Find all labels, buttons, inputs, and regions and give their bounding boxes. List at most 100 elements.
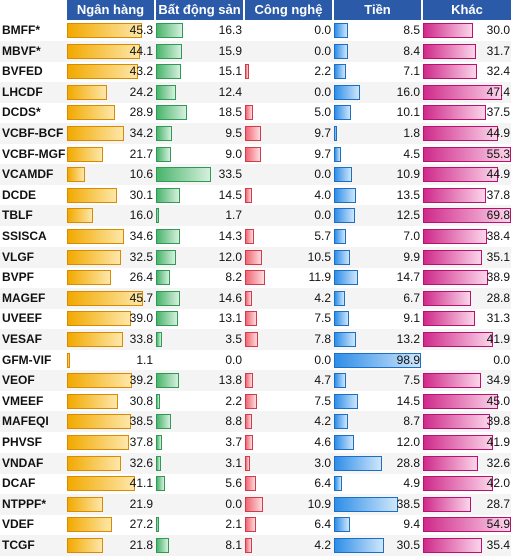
- value-cell: 8.7: [334, 411, 421, 432]
- value-cell: 7.1: [334, 61, 421, 82]
- value-cell: 32.5: [67, 247, 154, 268]
- bar-value-label: 16.0: [396, 84, 420, 99]
- fund-name: GFM-VIF: [2, 352, 52, 367]
- value-cell: 13.8: [156, 370, 243, 391]
- bar-value-label: 9.5: [225, 126, 242, 140]
- value-cell: 45.3: [67, 20, 154, 41]
- bar-value-label: 41.9: [486, 332, 510, 346]
- value-cell: 39.0: [67, 308, 154, 329]
- bar-value-label: 10.1: [396, 105, 420, 120]
- table-row: SSISCA 34.6 14.3 5.7 7.0 38.4: [0, 226, 511, 247]
- bar: [67, 517, 112, 533]
- value-cell: 7.5: [245, 308, 332, 329]
- bar: [334, 270, 359, 286]
- bar: [156, 476, 166, 492]
- bar: [67, 476, 135, 492]
- bar-value-label: 7.5: [403, 373, 420, 388]
- bar: [156, 517, 160, 533]
- bar-value-label: 44.1: [129, 43, 153, 58]
- bar: [423, 538, 483, 553]
- bar-value-label: 28.8: [396, 455, 420, 470]
- bar-value-label: 13.2: [396, 332, 420, 346]
- bar: [423, 290, 472, 306]
- fund-name: UVEEF: [2, 311, 43, 326]
- bar-value-label: 21.9: [129, 496, 153, 511]
- table-row: TCGF 21.8 8.1 4.2 30.5 35.4: [0, 535, 511, 556]
- fund-name: BVFED: [2, 64, 43, 79]
- bar-value-label: 35.4: [486, 538, 510, 552]
- value-cell: 2.1: [156, 514, 243, 535]
- table-row: BVPF 26.4 8.2 11.9 14.7 38.9: [0, 267, 511, 288]
- value-cell: 38.5: [334, 494, 421, 515]
- value-cell: 38.9: [423, 267, 511, 288]
- bar-value-label: 37.8: [486, 187, 510, 202]
- bar-value-label: 4.2: [314, 538, 331, 552]
- bar: [67, 373, 132, 389]
- bar: [156, 435, 163, 450]
- value-cell: 41.9: [423, 432, 511, 453]
- value-cell: 33.8: [67, 329, 154, 350]
- bar-value-label: 11.9: [308, 270, 331, 285]
- bar-value-label: 0.0: [493, 352, 510, 367]
- bar: [334, 249, 351, 265]
- bar: [334, 208, 355, 224]
- bar-value-label: 16.0: [129, 208, 153, 223]
- bar: [67, 187, 117, 203]
- value-cell: 1.8: [334, 123, 421, 144]
- bar-value-label: 13.5: [396, 187, 420, 202]
- value-cell: 10.9: [334, 164, 421, 185]
- bar: [334, 126, 337, 141]
- value-cell: 28.9: [67, 102, 154, 123]
- bar-value-label: 7.8: [314, 332, 331, 346]
- table-row: NTPPF* 21.9 0.0 10.9 38.5 28.7: [0, 493, 511, 515]
- fund-name: MBVF*: [2, 43, 41, 58]
- bar: [156, 167, 212, 183]
- bar-value-label: 0.0: [314, 208, 331, 223]
- bar: [423, 496, 471, 512]
- header-tien: Tiền: [334, 0, 421, 20]
- bar-value-label: 98.9: [396, 352, 420, 367]
- bar-value-label: 0.0: [314, 167, 331, 182]
- value-cell: 24.2: [67, 82, 154, 103]
- bar: [67, 167, 85, 183]
- bar: [156, 84, 177, 100]
- bar-value-label: 4.7: [314, 373, 331, 388]
- bar-value-label: 28.7: [486, 496, 510, 511]
- bar: [245, 496, 264, 512]
- fund-name: TCGF: [2, 538, 35, 552]
- value-cell: 14.5: [156, 185, 243, 206]
- value-cell: 31.7: [423, 41, 511, 62]
- bar-value-label: 10.5: [307, 249, 331, 264]
- bar: [156, 229, 180, 244]
- table-row: DCDS* 28.9 18.5 5.0 10.1 37.5: [0, 102, 511, 123]
- bar-value-label: 30.5: [396, 538, 420, 552]
- bar: [423, 105, 486, 121]
- value-cell: 30.0: [423, 20, 511, 41]
- value-cell: 3.5: [156, 329, 243, 350]
- bar-value-label: 2.1: [225, 517, 242, 532]
- bar: [423, 455, 478, 471]
- bar-value-label: 34.6: [129, 229, 153, 243]
- bar: [423, 64, 478, 80]
- bar: [156, 23, 183, 38]
- bar-value-label: 1.7: [225, 208, 242, 223]
- table-row: MAFEQI 38.5 8.8 4.2 8.7 39.8: [0, 411, 511, 433]
- bar-value-label: 3.0: [314, 455, 331, 470]
- value-cell: 5.0: [245, 102, 332, 123]
- bar-value-label: 0.0: [314, 43, 331, 58]
- bar-value-label: 3.5: [225, 332, 242, 346]
- bar: [334, 84, 361, 100]
- bar-value-label: 0.0: [225, 496, 242, 511]
- bar-value-label: 10.6: [129, 167, 153, 182]
- bar-value-label: 4.2: [314, 414, 331, 429]
- table-row: MAGEF 45.7 14.6 4.2 6.7 28.8: [0, 287, 511, 309]
- value-cell: 27.2: [67, 514, 154, 535]
- header-ngan-hang: Ngân hàng: [67, 0, 154, 20]
- bar: [423, 435, 494, 450]
- value-cell: 55.3: [423, 144, 511, 165]
- value-cell: 38.4: [423, 226, 511, 247]
- bar: [334, 64, 346, 80]
- value-cell: 6.4: [245, 514, 332, 535]
- value-cell: 32.6: [67, 453, 154, 474]
- bar: [334, 496, 398, 512]
